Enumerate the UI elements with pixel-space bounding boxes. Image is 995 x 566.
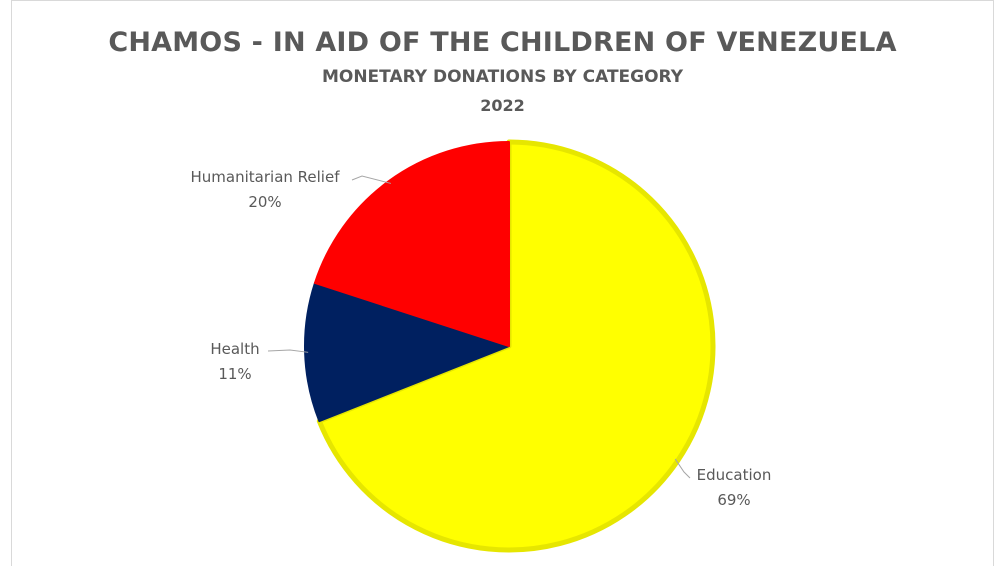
leader-humanitarian-relief [351, 175, 392, 184]
slice-value-humanitarian-relief: 20% [248, 193, 281, 211]
slice-label-education: Education [697, 466, 772, 484]
slice-label-humanitarian-relief: Humanitarian Relief [191, 168, 341, 186]
slice-label-health: Health [210, 340, 259, 358]
slice-education [316, 139, 716, 553]
slice-value-health: 11% [218, 365, 251, 383]
leader-lines [267, 175, 691, 479]
slice-humanitarian-relief [313, 141, 510, 347]
slice-value-education: 69% [717, 491, 750, 509]
chart-year: 2022 [480, 96, 525, 115]
chart-subtitle: MONETARY DONATIONS BY CATEGORY [321, 67, 684, 87]
leader-health [267, 349, 309, 353]
chart-title: CHAMOS - IN AID OF THE CHILDREN OF VENEZ… [108, 27, 897, 58]
pie-slices [304, 139, 716, 553]
leader-education [674, 458, 691, 479]
